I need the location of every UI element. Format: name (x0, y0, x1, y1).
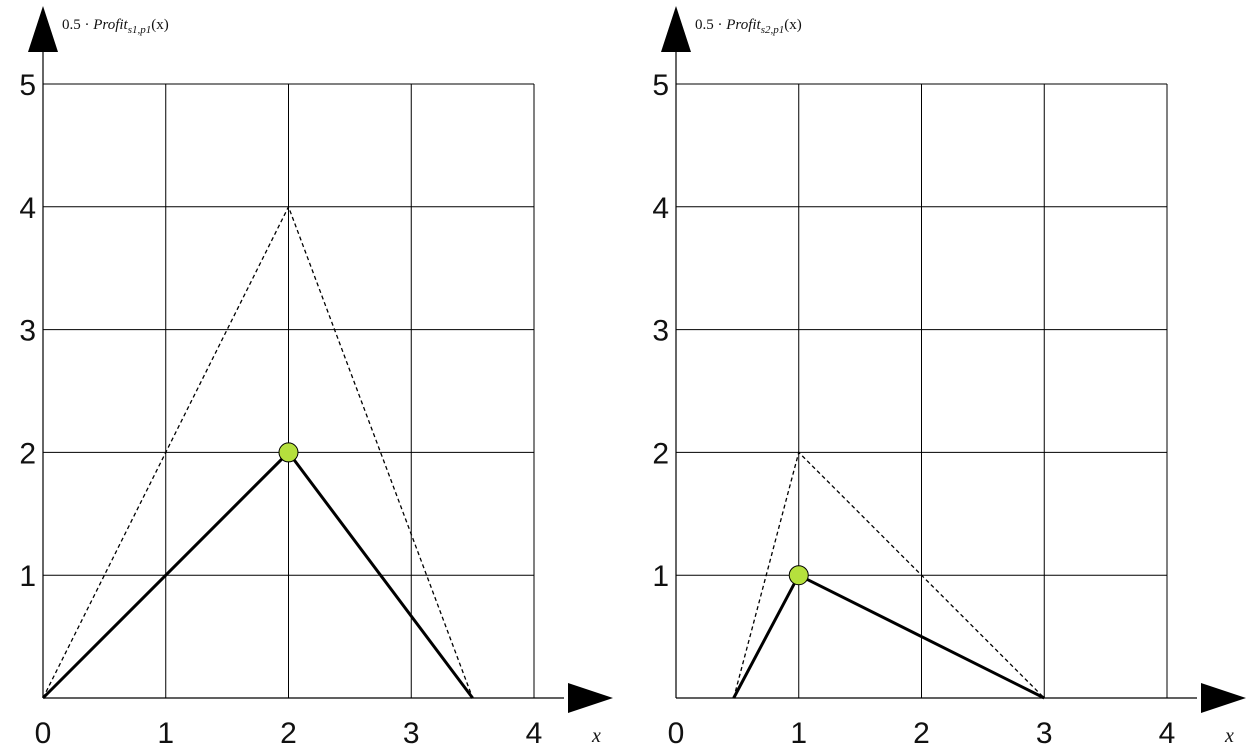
y-axis-label-name: Profit (725, 17, 761, 33)
y-axis-label-arg: (x) (784, 17, 802, 33)
y-axis-arrow-icon (28, 6, 58, 52)
y-tick-label: 3 (652, 315, 669, 348)
x-tick-label: 3 (1036, 717, 1053, 746)
y-tick-label: 3 (19, 315, 36, 348)
chart-panel-1: 0 1 2 3 4 1 2 3 4 5 x 0.5 · Profits1,p1(x) (19, 6, 613, 746)
x-tick-label: 0 (668, 717, 685, 746)
y-axis-arrow-icon (661, 6, 691, 52)
x-tick-label: 2 (280, 717, 297, 746)
y-tick-label: 5 (19, 69, 36, 102)
x-tick-label: 0 (35, 717, 52, 746)
y-tick-label: 4 (19, 192, 36, 225)
y-tick-label: 2 (19, 437, 36, 470)
peak-marker (278, 442, 299, 463)
x-tick-label: 4 (526, 717, 543, 746)
y-axis-label-subscript: s1,p1 (128, 24, 152, 36)
x-tick-label: 1 (157, 717, 174, 746)
series-line-profit (733, 451, 1045, 699)
x-axis-label: x (1224, 725, 1234, 746)
y-axis-label: 0.5 · Profits1,p1(x) (62, 17, 169, 36)
x-tick-label: 1 (790, 717, 807, 746)
y-axis-label-prefix: 0.5 · (695, 17, 726, 33)
y-axis-label-arg: (x) (151, 17, 169, 33)
chart-panel-2: 0 1 2 3 4 1 2 3 4 5 x 0.5 · Profits2,p1(x) (652, 6, 1246, 746)
x-tick-label: 2 (913, 717, 930, 746)
y-tick-label: 4 (652, 192, 669, 225)
x-axis-arrow-icon (568, 683, 613, 713)
y-axis-label-name: Profit (92, 17, 128, 33)
peak-marker (788, 565, 809, 586)
series-line-profit (42, 205, 474, 699)
y-tick-label: 1 (19, 560, 36, 593)
y-axis-label-subscript: s2,p1 (761, 24, 785, 36)
y-axis-label-prefix: 0.5 · (62, 17, 93, 33)
y-axis-label: 0.5 · Profits2,p1(x) (695, 17, 802, 36)
series-line-half-profit (732, 573, 1045, 700)
x-axis-label: x (591, 725, 601, 746)
y-tick-label: 5 (652, 69, 669, 102)
y-tick-label: 2 (652, 437, 669, 470)
x-tick-label: 4 (1159, 717, 1176, 746)
x-axis-arrow-icon (1201, 683, 1246, 713)
y-tick-label: 1 (652, 560, 669, 593)
x-tick-label: 3 (403, 717, 420, 746)
